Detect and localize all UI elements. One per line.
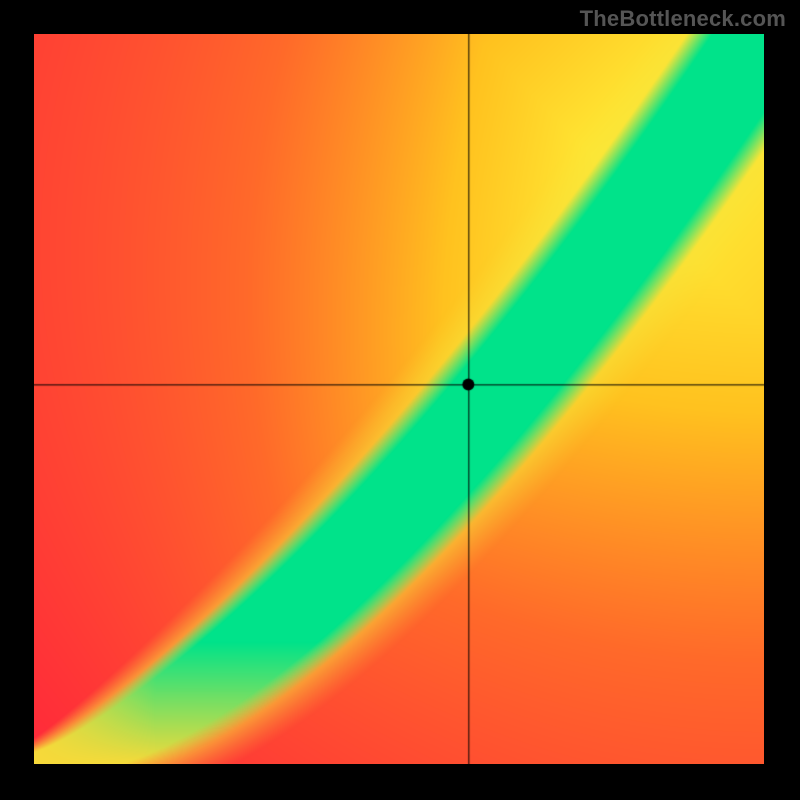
watermark-text: TheBottleneck.com (580, 6, 786, 32)
stage: TheBottleneck.com (0, 0, 800, 800)
bottleneck-heatmap (34, 34, 764, 764)
